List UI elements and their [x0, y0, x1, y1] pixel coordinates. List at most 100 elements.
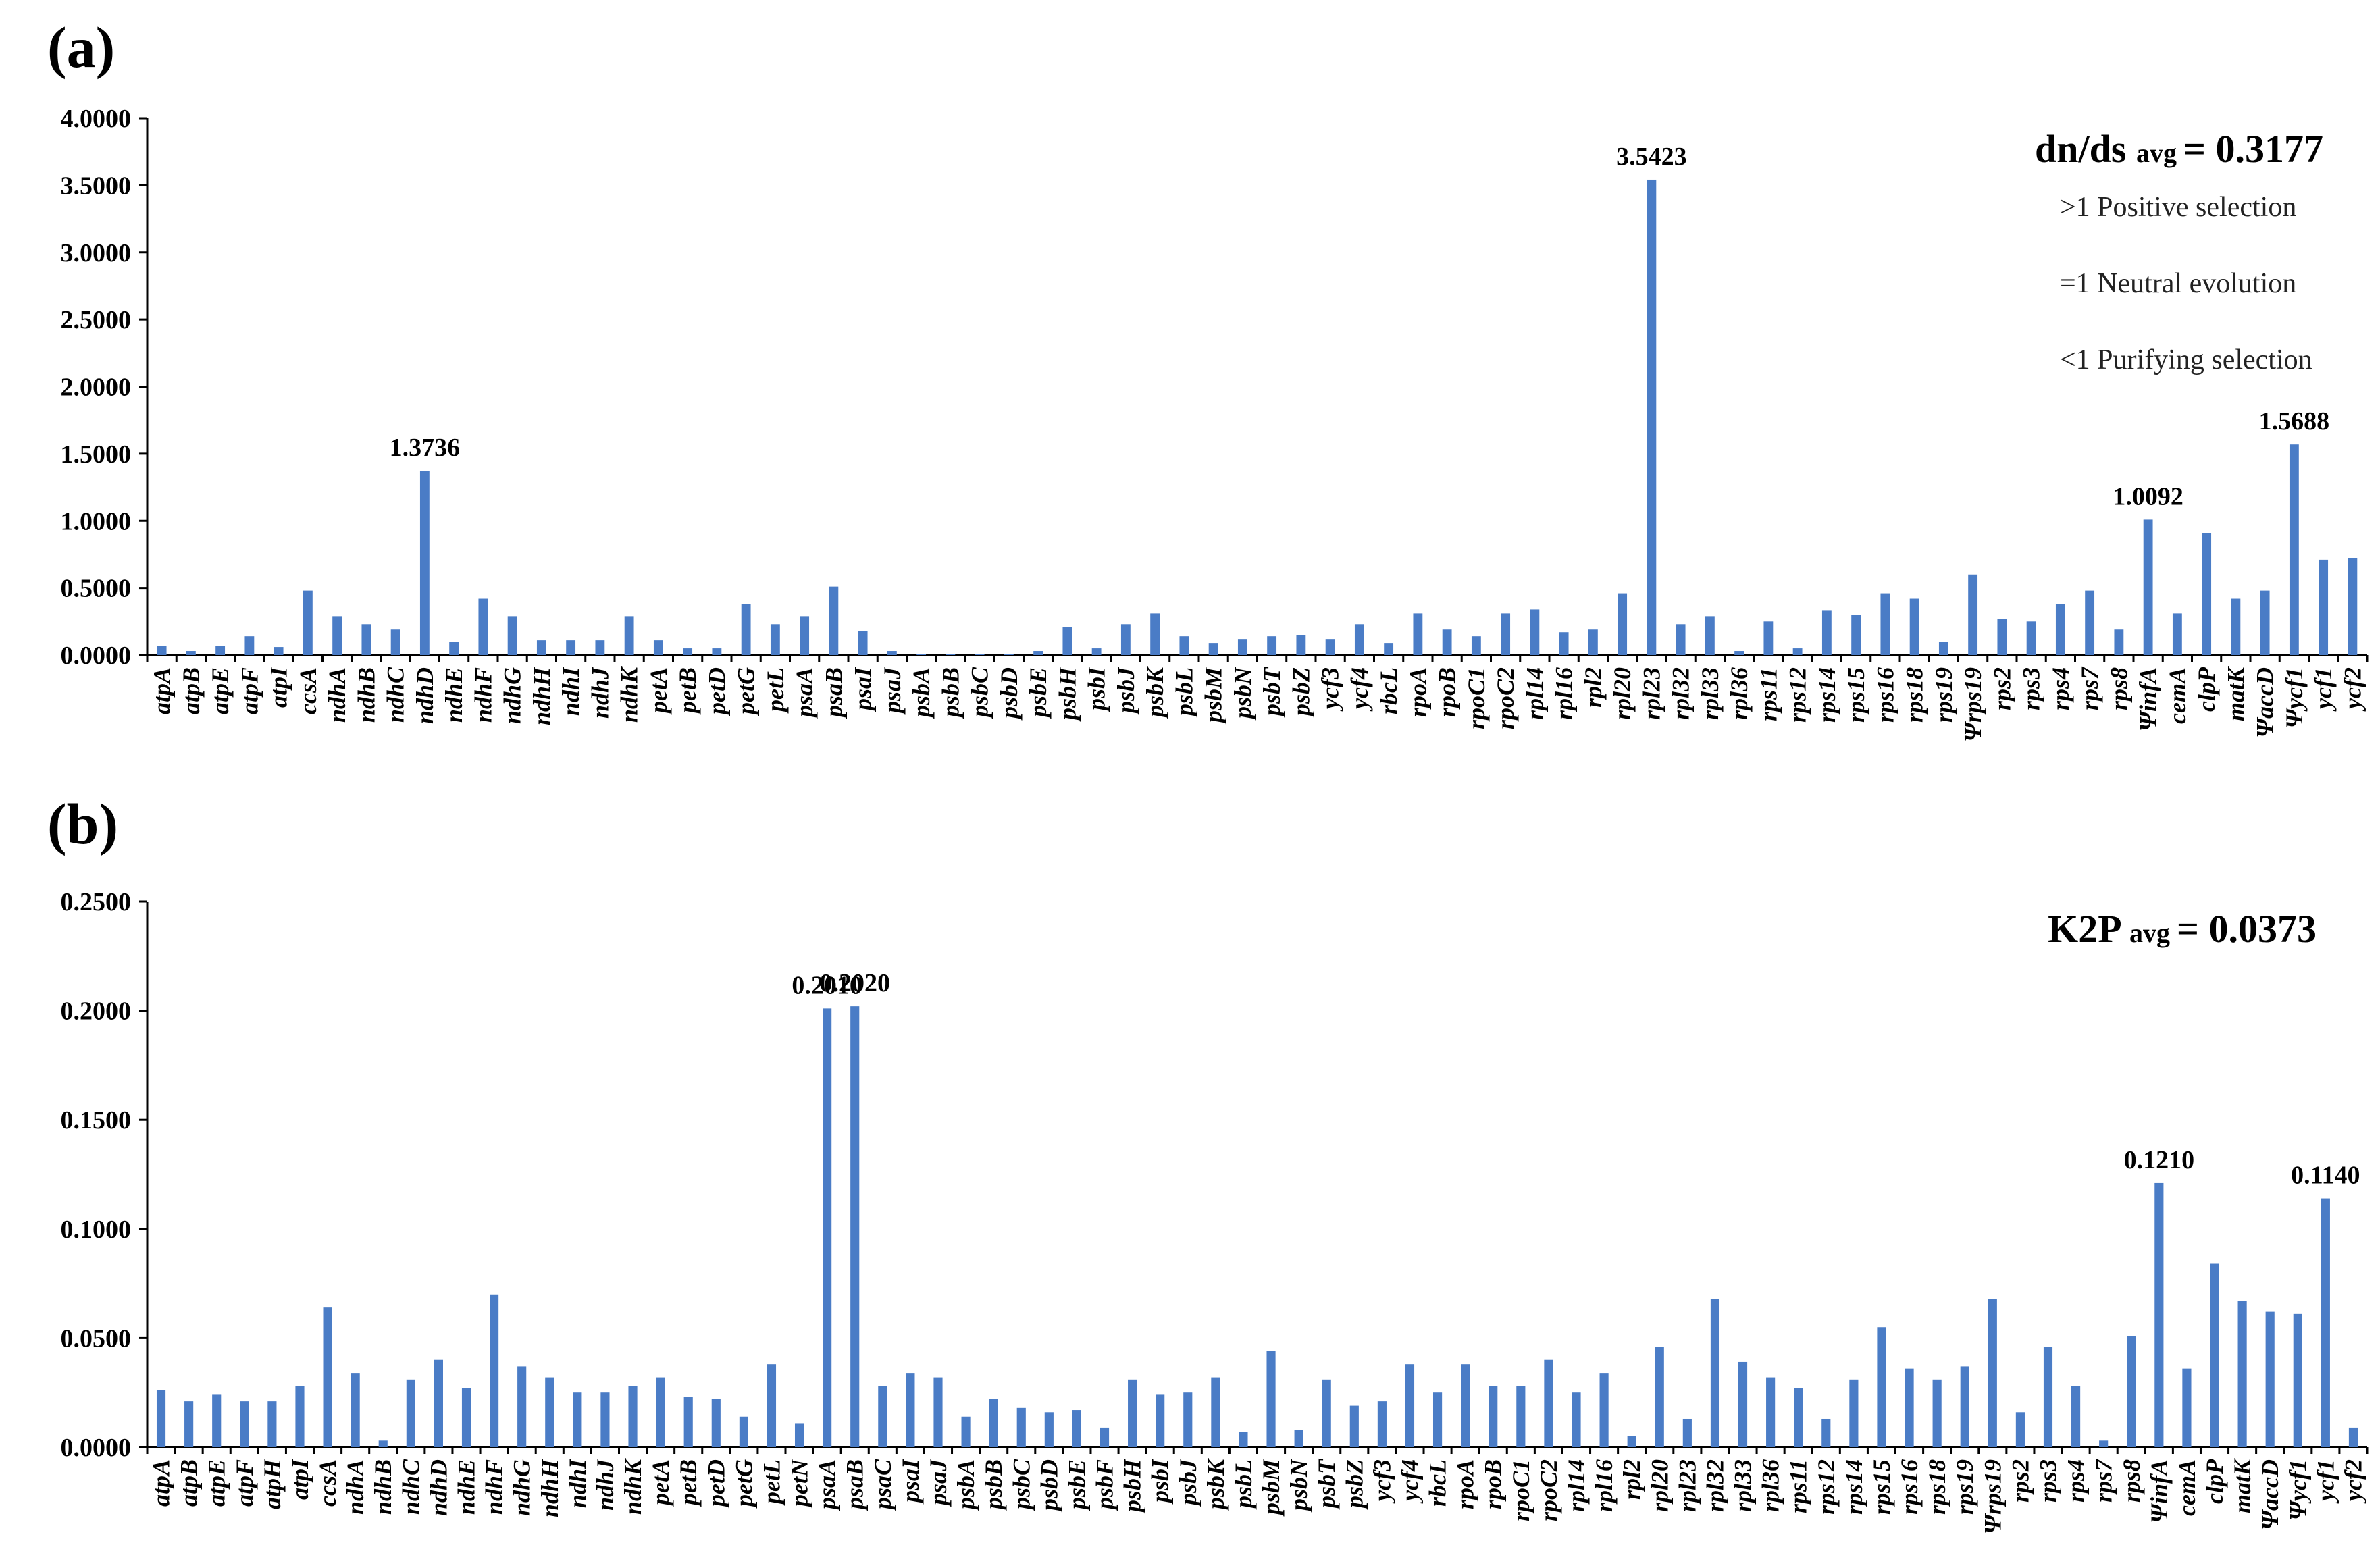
bar-ndhF	[478, 598, 488, 655]
bar-rpoC1	[1471, 636, 1481, 655]
bar-rpl23	[1647, 179, 1657, 655]
bar-rpoB	[1442, 629, 1452, 655]
dnds-bar-chart: 0.0000 0.5000 1.0000 1.5000 2.0000 2.5000 3.00…	[61, 105, 2369, 742]
bar-petL	[770, 624, 780, 655]
x-tick-label: psaA	[791, 667, 818, 719]
bar-rpl36	[1766, 1377, 1776, 1447]
x-tick-label: psbA	[952, 1459, 979, 1511]
legend-entry: <1 Purifying selection	[2060, 344, 2312, 375]
bar-clpP	[2202, 533, 2212, 655]
panel-label-a: (a)	[47, 15, 115, 80]
bar-ycf1	[2319, 559, 2329, 655]
bar-ΨaccD	[2265, 1311, 2275, 1447]
x-tick-label: rbcL	[1375, 667, 1402, 714]
x-tick-label: ndhI	[564, 1458, 591, 1508]
x-tick-label: petB	[674, 667, 701, 715]
bar-psaJ	[933, 1377, 943, 1447]
bar-atpH	[267, 1401, 277, 1447]
x-tick-label: psbD	[995, 667, 1023, 721]
bar-petB	[683, 648, 693, 655]
x-tick-label: psbN	[1285, 1458, 1312, 1513]
bar-ndhI	[566, 640, 576, 655]
x-tick-label: rpoA	[1404, 667, 1431, 717]
x-tick-label: psbA	[908, 667, 935, 719]
y-tick-label: 3.0000	[61, 239, 132, 267]
bar-ndhC	[406, 1379, 415, 1447]
x-tick-label: psbI	[1147, 1458, 1174, 1505]
bar-psbC	[1016, 1407, 1026, 1447]
y-tick-label: 4.0000	[61, 105, 132, 133]
x-tick-label: ndhH	[536, 1459, 563, 1517]
bar-ycf1	[2321, 1198, 2330, 1447]
bar-psbT	[1322, 1379, 1331, 1447]
bar-Ψycf1	[2289, 444, 2299, 655]
bar-atpI	[295, 1386, 305, 1447]
bar-rpl23	[1682, 1418, 1692, 1447]
bar-rpl2	[1588, 629, 1598, 655]
k2p-bar-chart: 0.0000 0.0500 0.1000 0.1500 0.2000 0.2500 atpA…	[61, 888, 2369, 1534]
bar-rps4	[2071, 1386, 2081, 1447]
x-tick-label: rpl32	[1701, 1459, 1728, 1512]
x-tick-label: Ψycf1	[2281, 667, 2308, 729]
x-tick-label: ycf3	[1368, 1459, 1395, 1504]
x-tick-label: rpl2	[1618, 1459, 1645, 1500]
bar-ycf2	[2348, 558, 2358, 655]
x-tick-label: rps19	[1951, 1459, 1978, 1515]
x-tick-label: psbZ	[1287, 667, 1314, 718]
x-tick-label: petG	[730, 1459, 757, 1509]
bar-atpE	[215, 646, 226, 655]
bar-petL	[767, 1364, 777, 1447]
x-tick-label: rps12	[1813, 1459, 1840, 1515]
x-tick-label: ndhJ	[592, 1459, 619, 1511]
bar-psbM	[1208, 643, 1218, 655]
x-tick-label: rps11	[1755, 667, 1782, 721]
bar-psbA	[961, 1416, 971, 1447]
data-label: 1.0092	[2113, 482, 2183, 511]
bar-petD	[712, 648, 722, 655]
panel-a: (a) 0.0000 0.5000 1.0000 1.5000 2.0000 2.5000…	[0, 0, 2380, 777]
bar-psbJ	[1183, 1392, 1193, 1447]
y-tick-label: 0.0000	[61, 1434, 132, 1462]
x-tick-label: ndhB	[353, 667, 380, 723]
x-tick-label: rpl32	[1667, 667, 1695, 720]
x-tick-label: rpl14	[1521, 667, 1548, 720]
x-tick-label: rps4	[2063, 1459, 2090, 1503]
bar-rpoA	[1461, 1364, 1470, 1447]
x-tick-label: ndhE	[453, 1459, 480, 1515]
bar-matK	[2237, 1301, 2247, 1447]
bar-ndhF	[490, 1294, 499, 1447]
bar-rpl20	[1655, 1347, 1664, 1447]
x-tick-label: psbI	[1083, 666, 1110, 712]
bar-ndhI	[573, 1392, 582, 1447]
bar-psbA	[916, 654, 927, 655]
bar-rpl32	[1676, 624, 1686, 655]
x-tick-label: psbN	[1229, 666, 1256, 721]
bar-rps14	[1821, 610, 1832, 655]
x-tick-label: rpl23	[1674, 1459, 1701, 1512]
bar-atpE	[212, 1394, 222, 1447]
x-tick-label: ndhK	[619, 1457, 646, 1515]
average-stat: K2P avg = 0.0373	[2048, 907, 2317, 951]
bar-atpB	[184, 1401, 194, 1447]
bar-atpF	[240, 1401, 249, 1447]
bar-ycf3	[1377, 1401, 1387, 1447]
bar-psaB	[829, 586, 839, 655]
x-tick-label: ycf3	[1317, 667, 1344, 712]
bar-atpI	[274, 647, 284, 655]
x-tick-label: atpH	[259, 1459, 286, 1509]
y-tick-label: 0.0500	[61, 1324, 132, 1353]
x-tick-label: ndhA	[342, 1459, 369, 1515]
x-tick-label: ycf1	[2310, 667, 2337, 712]
bar-rps8	[2127, 1336, 2136, 1447]
x-tick-label: rpl20	[1646, 1459, 1673, 1512]
bar-rps19	[1960, 1366, 1969, 1447]
x-tick-label: ndhK	[616, 665, 643, 723]
x-tick-label: ndhH	[528, 667, 555, 725]
bar-ndhJ	[595, 640, 605, 655]
x-tick-label: psbB	[980, 1459, 1007, 1511]
bar-petA	[656, 1377, 665, 1447]
bar-rps18	[1909, 598, 1919, 655]
y-tick-label: 0.1500	[61, 1106, 132, 1134]
x-tick-label: atpE	[203, 1459, 230, 1507]
x-tick-label: ndhB	[369, 1459, 396, 1515]
